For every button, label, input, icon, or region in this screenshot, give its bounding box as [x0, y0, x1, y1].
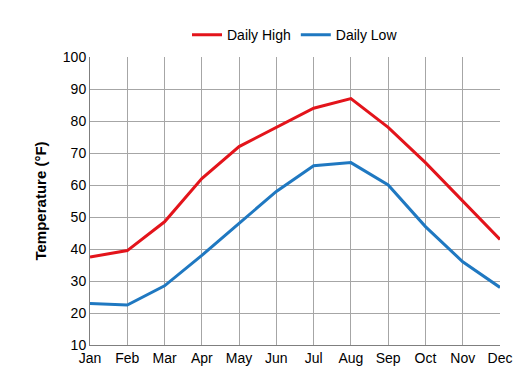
svg-text:Jul: Jul — [305, 350, 323, 366]
svg-text:Feb: Feb — [115, 350, 139, 366]
svg-text:90: 90 — [71, 81, 87, 97]
svg-text:Sep: Sep — [376, 350, 401, 366]
svg-text:20: 20 — [71, 305, 87, 321]
svg-text:70: 70 — [71, 145, 87, 161]
svg-text:30: 30 — [71, 273, 87, 289]
svg-text:Oct: Oct — [415, 350, 437, 366]
svg-text:Dec: Dec — [488, 350, 513, 366]
svg-text:Daily High: Daily High — [227, 27, 291, 43]
svg-text:Aug: Aug — [338, 350, 363, 366]
svg-text:80: 80 — [71, 113, 87, 129]
svg-text:100: 100 — [63, 49, 87, 65]
svg-text:Temperature (°F): Temperature (°F) — [32, 141, 49, 260]
svg-text:50: 50 — [71, 209, 87, 225]
svg-text:40: 40 — [71, 241, 87, 257]
svg-text:Daily Low: Daily Low — [336, 27, 398, 43]
svg-text:Nov: Nov — [450, 350, 475, 366]
svg-text:Jan: Jan — [79, 350, 102, 366]
svg-text:Mar: Mar — [152, 350, 176, 366]
svg-text:60: 60 — [71, 177, 87, 193]
svg-text:10: 10 — [71, 337, 87, 353]
svg-text:Jun: Jun — [265, 350, 288, 366]
svg-text:Apr: Apr — [191, 350, 213, 366]
svg-text:May: May — [226, 350, 252, 366]
